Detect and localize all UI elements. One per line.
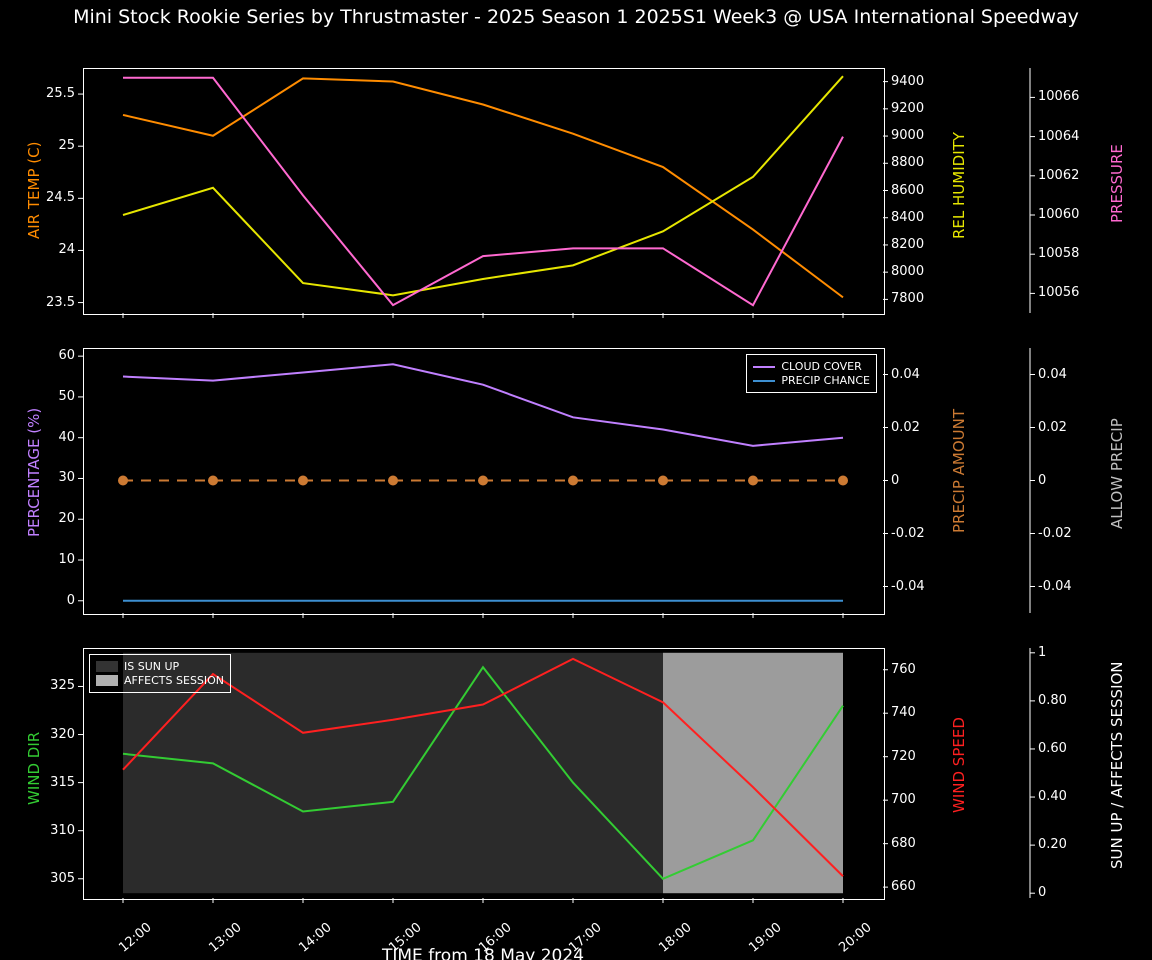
ylabel-right2: ALLOW PRECIP — [1108, 418, 1126, 529]
ytick: 0.40 — [1038, 789, 1067, 804]
ytick: 0 — [891, 473, 899, 488]
ytick: 0.60 — [1038, 741, 1067, 756]
ytick: 740 — [891, 705, 916, 720]
ytick: 25.5 — [46, 86, 75, 101]
legend: IS SUN UPAFFECTS SESSION — [89, 654, 231, 693]
ytick: 0 — [1038, 473, 1046, 488]
ytick: 9400 — [891, 74, 924, 89]
ytick: 0 — [67, 593, 75, 608]
ytick: 310 — [50, 823, 75, 838]
legend-label: AFFECTS SESSION — [124, 674, 224, 687]
ytick: 10066 — [1038, 89, 1079, 104]
ylabel-right1: PRECIP AMOUNT — [950, 408, 968, 532]
ytick: 0.04 — [891, 367, 920, 382]
ytick: 8400 — [891, 210, 924, 225]
ytick: 0.20 — [1038, 837, 1067, 852]
ytick: -0.02 — [891, 526, 925, 541]
ylabel-right1: WIND SPEED — [950, 717, 968, 813]
ytick: 7800 — [891, 291, 924, 306]
ylabel-left: AIR TEMP (C) — [25, 141, 43, 238]
ytick: 680 — [891, 836, 916, 851]
ytick: 1 — [1038, 645, 1046, 660]
panel-1 — [83, 68, 885, 315]
ytick: 305 — [50, 871, 75, 886]
ytick: 325 — [50, 678, 75, 693]
ytick: 20 — [58, 511, 75, 526]
legend-label: CLOUD COVER — [781, 360, 861, 373]
legend: CLOUD COVERPRECIP CHANCE — [746, 354, 877, 393]
ylabel-left: WIND DIR — [25, 732, 43, 805]
ytick: 24 — [58, 242, 75, 257]
ytick: 10062 — [1038, 168, 1079, 183]
ytick: 23.5 — [46, 295, 75, 310]
ylabel-right1: REL HUMIDITY — [950, 132, 968, 239]
legend-label: PRECIP CHANCE — [781, 374, 870, 387]
ytick: 0.02 — [1038, 420, 1067, 435]
ytick: 8200 — [891, 237, 924, 252]
ytick: 9200 — [891, 101, 924, 116]
ytick: 40 — [58, 430, 75, 445]
ytick: 10064 — [1038, 129, 1079, 144]
ytick: 8800 — [891, 155, 924, 170]
ytick: 0.04 — [1038, 367, 1067, 382]
ytick: 30 — [58, 470, 75, 485]
ytick: 10058 — [1038, 246, 1079, 261]
ytick: 660 — [891, 879, 916, 894]
page-title: Mini Stock Rookie Series by Thrustmaster… — [0, 0, 1152, 28]
ytick: -0.04 — [1038, 579, 1072, 594]
ytick: 0.80 — [1038, 693, 1067, 708]
ytick: -0.02 — [1038, 526, 1072, 541]
ytick: 10056 — [1038, 285, 1079, 300]
ytick: 320 — [50, 727, 75, 742]
ytick: 700 — [891, 792, 916, 807]
ytick: 0 — [1038, 885, 1046, 900]
ylabel-right2: PRESSURE — [1108, 144, 1126, 223]
ytick: 9000 — [891, 128, 924, 143]
ytick: -0.04 — [891, 579, 925, 594]
ytick: 8000 — [891, 264, 924, 279]
ytick: 760 — [891, 662, 916, 677]
ylabel-left: PERCENTAGE (%) — [25, 407, 43, 536]
ytick: 720 — [891, 749, 916, 764]
ytick: 8600 — [891, 183, 924, 198]
ytick: 10 — [58, 552, 75, 567]
ytick: 24.5 — [46, 190, 75, 205]
ytick: 315 — [50, 775, 75, 790]
legend-label: IS SUN UP — [124, 660, 179, 673]
ytick: 0.02 — [891, 420, 920, 435]
ytick: 60 — [58, 348, 75, 363]
ylabel-right2: SUN UP / AFFECTS SESSION — [1108, 661, 1126, 869]
ytick: 10060 — [1038, 207, 1079, 222]
x-axis-label: TIME from 18 May 2024 — [83, 946, 883, 960]
ytick: 50 — [58, 389, 75, 404]
ytick: 25 — [58, 138, 75, 153]
